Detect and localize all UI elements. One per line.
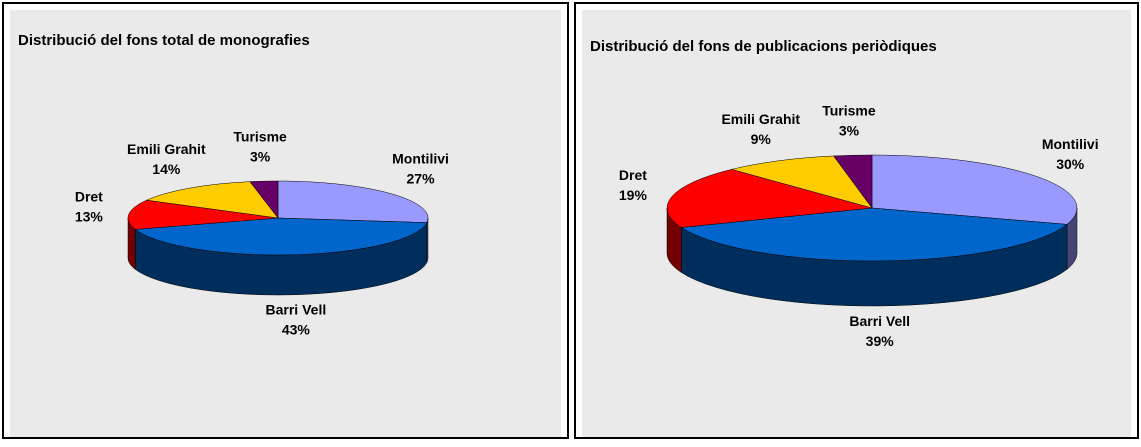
category-label: Montilivi bbox=[392, 151, 449, 167]
value-label: 9% bbox=[751, 131, 772, 147]
chart: Montilivi 30% Barri Vell 39% Dret 19% Emili Gr… bbox=[619, 102, 1099, 349]
pie-slice bbox=[145, 181, 279, 219]
pie-slice bbox=[871, 154, 1078, 225]
value-label: 3% bbox=[250, 148, 271, 164]
data-label: Turisme 3% bbox=[822, 102, 876, 138]
category-label: Emili Grahit bbox=[721, 111, 800, 127]
pie-slice bbox=[127, 199, 279, 230]
value-label: 19% bbox=[619, 187, 648, 203]
value-label: 43% bbox=[282, 322, 311, 338]
pie-slice bbox=[666, 169, 873, 228]
category-label: Dret bbox=[75, 189, 103, 205]
pie-slice bbox=[730, 155, 873, 209]
data-label: Dret 19% bbox=[619, 167, 648, 203]
pie-slice bbox=[680, 207, 1068, 262]
category-label: Emili Grahit bbox=[127, 141, 206, 157]
data-label: Emili Grahit 9% bbox=[721, 111, 800, 147]
category-label: Montilivi bbox=[1042, 136, 1099, 152]
chart-title: Distribució del fons total de monografie… bbox=[18, 32, 310, 49]
data-label: Barri Vell 43% bbox=[266, 302, 327, 338]
pie-slice bbox=[134, 217, 428, 256]
data-label: Dret 13% bbox=[75, 189, 104, 225]
category-label: Barri Vell bbox=[849, 313, 910, 329]
category-label: Turisme bbox=[822, 102, 876, 118]
data-label: Montilivi 30% bbox=[1042, 136, 1099, 172]
category-label: Dret bbox=[619, 167, 647, 183]
value-label: 30% bbox=[1056, 156, 1085, 172]
data-label: Emili Grahit 14% bbox=[127, 141, 206, 177]
category-label: Barri Vell bbox=[266, 302, 327, 318]
data-label: Barri Vell 39% bbox=[849, 313, 910, 349]
data-label: Montilivi 27% bbox=[392, 151, 449, 187]
value-label: 27% bbox=[407, 171, 436, 187]
value-label: 13% bbox=[75, 209, 104, 225]
data-label: Turisme 3% bbox=[233, 128, 287, 164]
pie-slice bbox=[249, 180, 279, 219]
chart: Montilivi 27% Barri Vell 43% Dret 13% Emili Gr… bbox=[75, 128, 449, 338]
category-label: Turisme bbox=[233, 128, 287, 144]
value-label: 3% bbox=[839, 122, 860, 138]
pie-slice bbox=[277, 180, 429, 223]
chart-panel: Distribució del fons total de monografie… bbox=[2, 2, 569, 439]
value-label: 14% bbox=[152, 161, 181, 177]
pie-slice bbox=[833, 154, 873, 209]
chart-panel: Distribució del fons de publicacions per… bbox=[574, 2, 1139, 439]
value-label: 39% bbox=[866, 333, 895, 349]
chart-title: Distribució del fons de publicacions per… bbox=[590, 38, 937, 55]
